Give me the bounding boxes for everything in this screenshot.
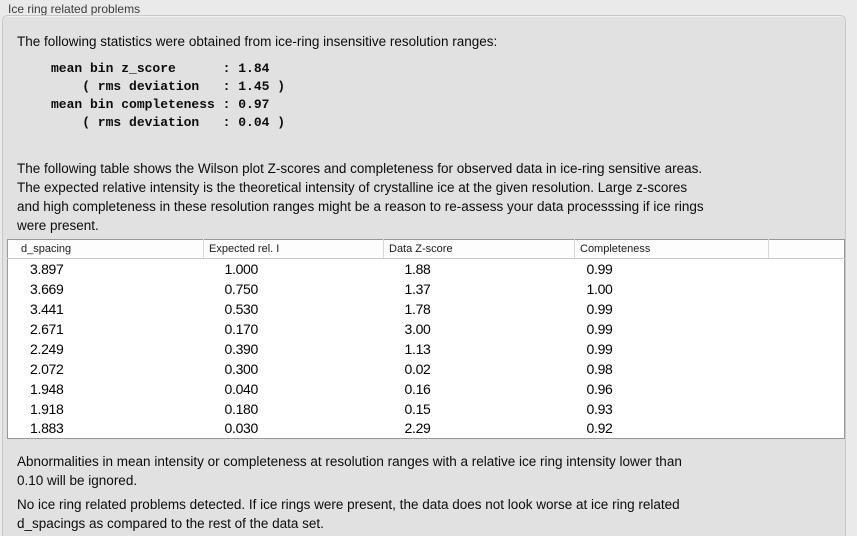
table-cell: 2.29: [404, 420, 431, 437]
table-row[interactable]: 3.441 0.530 1.78 0.99: [8, 299, 845, 319]
table-row[interactable]: 1.918 0.180 0.15 0.93: [8, 399, 845, 419]
table-cell: 1.37: [404, 280, 431, 297]
table-cell: 0.16: [404, 380, 431, 397]
table-cell: 0.530: [224, 300, 259, 317]
ice-ring-groupbox: The following statistics were obtained f…: [2, 15, 846, 536]
table-cell: 2.072: [30, 360, 64, 377]
table-cell: 1.948: [30, 380, 64, 397]
table-cell: 1.918: [30, 400, 64, 417]
table-cell: 0.92: [586, 420, 613, 437]
table-cell: 0.99: [586, 300, 613, 317]
table-cell: 1.00: [586, 280, 613, 297]
table-cell: 0.300: [224, 360, 259, 377]
table-cell-empty: [769, 279, 845, 299]
ice-ring-table: d_spacing Expected rel. I Data Z-score C…: [7, 239, 845, 439]
table-cell: 1.13: [404, 340, 431, 357]
table-cell: 0.15: [404, 400, 431, 417]
table-cell: 3.669: [30, 280, 64, 297]
table-cell: 0.02: [404, 360, 431, 377]
table-row[interactable]: 1.948 0.040 0.16 0.96: [8, 379, 845, 399]
table-cell: 0.040: [224, 380, 259, 397]
table-cell: 0.390: [224, 340, 259, 357]
table-row[interactable]: 2.249 0.390 1.13 0.99: [8, 339, 845, 359]
table-cell: 0.170: [224, 320, 259, 337]
table-cell: 3.897: [30, 260, 64, 277]
table-row[interactable]: 3.897 1.000 1.88 0.99: [8, 259, 845, 279]
table-cell: 0.750: [224, 280, 259, 297]
column-header-completeness[interactable]: Completeness: [574, 239, 769, 259]
table-cell: 2.671: [30, 320, 64, 337]
stats-intro-text: The following statistics were obtained f…: [17, 34, 498, 49]
table-header-row: d_spacing Expected rel. I Data Z-score C…: [7, 239, 845, 259]
table-cell: 3.441: [30, 300, 64, 317]
table-row[interactable]: 2.072 0.300 0.02 0.98: [8, 359, 845, 379]
table-cell: 0.99: [586, 260, 613, 277]
groupbox-title: Ice ring related problems: [8, 2, 141, 16]
table-cell: 1.88: [404, 260, 431, 277]
table-cell: 0.99: [586, 340, 613, 357]
table-cell: 1.883: [30, 420, 64, 437]
table-row[interactable]: 2.671 0.170 3.00 0.99: [8, 319, 845, 339]
table-cell: 0.99: [586, 320, 613, 337]
ignore-note-text: Abnormalities in mean intensity or compl…: [17, 454, 682, 488]
conclusion-text: No ice ring related problems detected. I…: [17, 497, 680, 531]
table-cell: 0.96: [586, 380, 613, 397]
table-cell-empty: [769, 419, 845, 439]
table-cell-empty: [769, 379, 845, 399]
table-cell: 2.249: [30, 340, 64, 357]
table-cell: 0.98: [586, 360, 613, 377]
table-cell: 1.78: [404, 300, 431, 317]
table-cell: 0.180: [224, 400, 259, 417]
table-cell: 3.00: [404, 320, 431, 337]
column-header-expected-rel-i[interactable]: Expected rel. I: [203, 239, 384, 259]
table-row[interactable]: 3.669 0.750 1.37 1.00: [8, 279, 845, 299]
table-cell: 0.93: [586, 400, 613, 417]
table-cell-empty: [769, 359, 845, 379]
ice-table-body: 3.897 1.000 1.88 0.99 3.669 0.750 1.37 1.00 3.44…: [8, 259, 845, 439]
table-row[interactable]: 1.883 0.030 2.29 0.92: [8, 419, 845, 439]
table-cell-empty: [769, 399, 845, 419]
stats-block: mean bin z_score : 1.84 ( rms deviation …: [51, 61, 286, 130]
column-header-data-z-score[interactable]: Data Z-score: [383, 239, 575, 259]
table-cell-empty: [769, 259, 845, 279]
column-header-empty: [768, 239, 845, 259]
table-description-text: The following table shows the Wilson plo…: [17, 161, 704, 233]
table-cell-empty: [769, 319, 845, 339]
table-cell-empty: [769, 299, 845, 319]
table-cell: 1.000: [224, 260, 259, 277]
table-cell-empty: [769, 339, 845, 359]
table-cell: 0.030: [224, 420, 259, 437]
column-header-d-spacing[interactable]: d_spacing: [7, 239, 204, 259]
